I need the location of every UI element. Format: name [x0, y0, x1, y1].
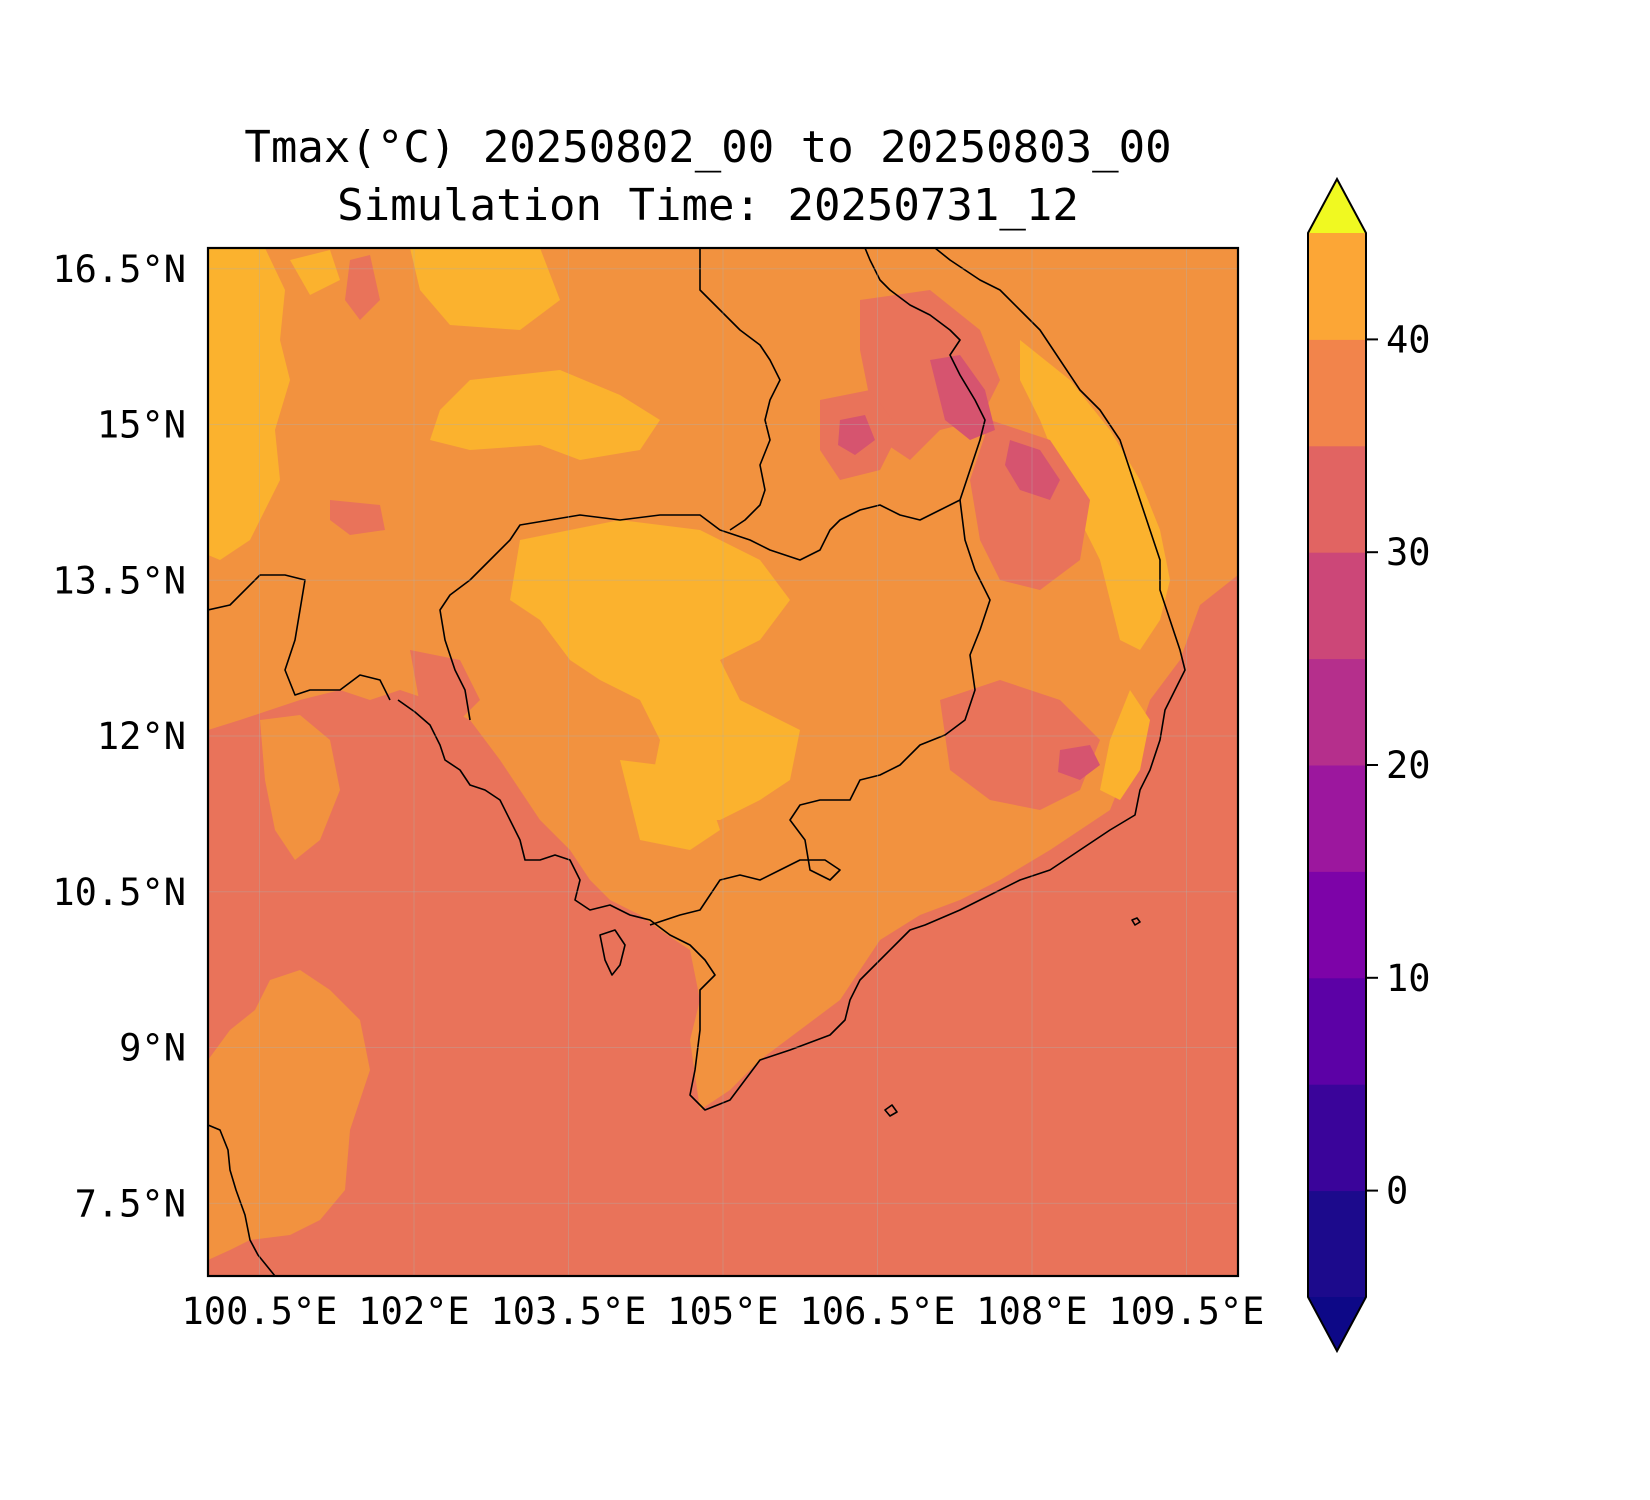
colorbar-segment-8	[1308, 339, 1366, 447]
map-outlines	[208, 248, 1186, 1276]
coastline-island-phu-quoc	[599, 929, 626, 976]
map-axes-frame	[206, 246, 1240, 1278]
colorbar-tick-label-2: 20	[1386, 744, 1431, 787]
colorbar-segment-7	[1308, 445, 1366, 553]
coastline-island-east	[1131, 917, 1141, 926]
lon-tick-label-4: 106.5°E	[800, 1290, 956, 1333]
border-laos-thailand	[699, 248, 781, 531]
lon-tick-label-1: 102°E	[358, 1290, 469, 1333]
coastline-southwest	[208, 1124, 276, 1276]
lon-tick-labels: 100.5°E 102°E 103.5°E 105°E 106.5°E 108°E 109.…	[182, 1290, 1265, 1333]
coastline-island-small	[884, 1104, 898, 1117]
colorbar: 0 10 20 30 40	[1307, 176, 1431, 1354]
map-title-line-1: Tmax(°C) 20250802_00 to 20250803_00	[244, 122, 1171, 173]
colorbar-tick-label-1: 10	[1386, 957, 1431, 1000]
colorbar-segment-6	[1308, 552, 1366, 660]
lat-tick-label-3: 12°N	[97, 715, 186, 758]
colorbar-extend-high	[1308, 179, 1366, 233]
colorbar-tick-label-0: 0	[1386, 1170, 1408, 1213]
map-gridlines	[208, 248, 1238, 1276]
colorbar-extend-low	[1308, 1297, 1366, 1351]
colorbar-segment-5	[1308, 658, 1366, 766]
colorbar-segment-2	[1308, 977, 1366, 1085]
colorbar-segment-0	[1308, 1190, 1366, 1298]
lat-tick-label-2: 13.5°N	[52, 559, 186, 602]
temperature-field-35-40	[208, 248, 1170, 850]
colorbar-tick-label-3: 30	[1386, 531, 1431, 574]
lat-tick-label-5: 9°N	[119, 1027, 186, 1070]
border-thailand-cambodia	[208, 574, 391, 701]
lat-tick-label-0: 16.5°N	[52, 248, 186, 291]
lon-tick-label-5: 108°E	[976, 1290, 1087, 1333]
coastline-gulf-of-thailand	[397, 248, 1186, 1111]
map-title-line-2: Simulation Time: 20250731_12	[337, 180, 1079, 231]
colorbar-segment-1	[1308, 1084, 1366, 1192]
lat-tick-label-4: 10.5°N	[52, 871, 186, 914]
colorbar-outline	[1307, 176, 1367, 1354]
lat-tick-label-1: 15°N	[97, 404, 186, 447]
temperature-field-25-30-inland	[330, 255, 1100, 810]
lat-tick-labels: 16.5°N 15°N 13.5°N 12°N 10.5°N 9°N 7.5°N	[52, 248, 186, 1226]
border-cambodia-north	[439, 248, 986, 721]
temperature-field-20-25	[838, 355, 1100, 780]
lat-tick-label-6: 7.5°N	[75, 1182, 186, 1225]
temperature-field-30-35-west	[260, 715, 340, 860]
map-panel	[208, 248, 1238, 1276]
temperature-field-30-35-southwest	[208, 970, 370, 1260]
colorbar-segment-4	[1308, 765, 1366, 872]
colorbar-segment-9	[1308, 233, 1366, 340]
colorbar-tick-label-4: 40	[1386, 318, 1431, 361]
border-cambodia-vietnam	[649, 499, 991, 926]
lon-tick-label-0: 100.5°E	[182, 1290, 338, 1333]
colorbar-segment-3	[1308, 871, 1366, 979]
lon-tick-label-2: 103.5°E	[491, 1290, 647, 1333]
lon-tick-label-6: 109.5°E	[1109, 1290, 1265, 1333]
lon-tick-label-3: 105°E	[667, 1290, 778, 1333]
